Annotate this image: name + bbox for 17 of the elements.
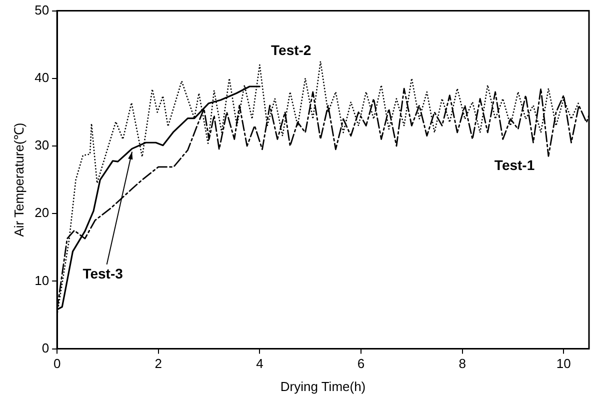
x-tick-label: 4 bbox=[256, 356, 264, 372]
y-tick-label: 20 bbox=[34, 205, 50, 220]
series-label: Test-3 bbox=[82, 265, 124, 282]
x-tick-label: 0 bbox=[53, 356, 61, 372]
x-axis-title: Drying Time(h) bbox=[280, 378, 366, 394]
series-label: Test-1 bbox=[494, 157, 535, 174]
y-tick-label: 50 bbox=[34, 2, 50, 18]
y-axis-title: Air Temperature(℃) bbox=[11, 122, 26, 237]
x-tick-label: 6 bbox=[357, 356, 365, 372]
y-tick-label: 40 bbox=[34, 70, 50, 85]
x-tick-label: 8 bbox=[458, 356, 466, 372]
x-tick-label: 2 bbox=[154, 356, 162, 372]
y-tick-label: 30 bbox=[34, 138, 50, 153]
series-label: Test-2 bbox=[271, 42, 312, 58]
x-tick-label: 10 bbox=[556, 356, 571, 372]
y-tick-label: 10 bbox=[34, 272, 50, 288]
y-tick-label: 0 bbox=[42, 340, 50, 356]
